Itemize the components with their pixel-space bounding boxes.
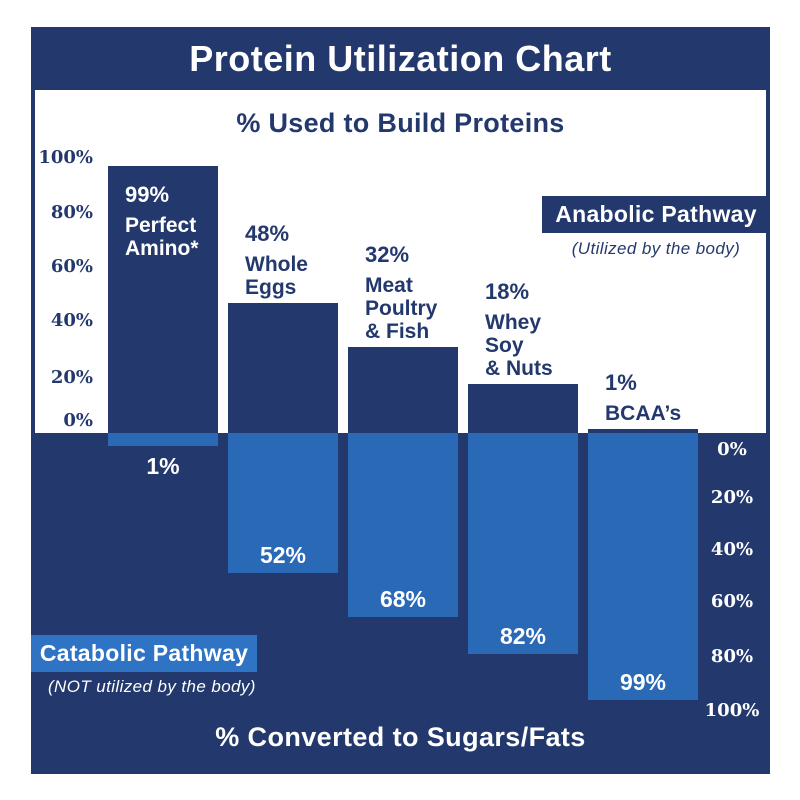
chart-title: Protein Utilization Chart — [189, 37, 612, 79]
category-label: Amino* — [125, 237, 199, 260]
build-percent-value: 99% — [125, 182, 170, 207]
frame-left-border — [31, 90, 35, 433]
category-label: Meat — [365, 274, 413, 297]
anabolic-bar-label: 48% Whole Eggs — [245, 221, 308, 300]
category-label: Poultry — [365, 297, 438, 320]
category-label: Perfect — [125, 214, 197, 237]
right-axis-tick: 40% — [710, 539, 754, 560]
catabolic-section: Catabolic Pathway (NOT utilized by the b… — [31, 433, 770, 774]
left-axis-tick: 60% — [50, 256, 93, 277]
category-label: Whole — [245, 253, 308, 276]
catabolic-pathway-subtitle: (NOT utilized by the body) — [48, 677, 256, 696]
catabolic-bar — [228, 433, 338, 573]
category-label: Eggs — [245, 276, 297, 299]
left-axis-tick: 40% — [50, 310, 93, 331]
build-percent-value: 32% — [365, 242, 410, 267]
anabolic-bar-label: 18% Whey Soy & Nuts — [485, 279, 553, 381]
right-axis-tick: 80% — [710, 646, 754, 667]
catabolic-percent-value: 82% — [499, 623, 547, 649]
category-label: & Nuts — [485, 357, 553, 380]
anabolic-bar-label: 32% Meat Poultry & Fish — [365, 242, 438, 344]
right-axis-tick: 100% — [704, 700, 760, 721]
build-percent-value: 18% — [485, 279, 530, 304]
bottom-axis-title: % Converted to Sugars/Fats — [215, 722, 586, 752]
anabolic-bar — [588, 429, 698, 433]
catabolic-percent-value: 99% — [619, 669, 667, 695]
build-percent-value: 1% — [605, 370, 637, 395]
anabolic-section: % Used to Build Proteins Anabolic Pathwa… — [31, 90, 770, 433]
chart-title-bar: Protein Utilization Chart — [31, 27, 770, 90]
right-axis-tick: 0% — [717, 439, 747, 460]
anabolic-pathway-subtitle: (Utilized by the body) — [571, 239, 741, 258]
catabolic-bar — [348, 433, 458, 617]
catabolic-bar — [468, 433, 578, 654]
category-label: Soy — [485, 334, 524, 357]
left-axis-tick: 20% — [50, 367, 93, 388]
left-axis-tick: 0% — [63, 410, 93, 431]
catabolic-bar — [108, 433, 218, 446]
anabolic-bar — [108, 166, 218, 433]
left-axis-tick: 80% — [50, 202, 93, 223]
right-axis-tick: 60% — [710, 591, 754, 612]
catabolic-percent-value: 1% — [146, 453, 180, 479]
anabolic-bar-label: 1% BCAA’s — [605, 370, 682, 426]
anabolic-bar-label: 99% Perfect Amino* — [125, 182, 199, 261]
build-percent-value: 48% — [245, 221, 290, 246]
category-label: Whey — [485, 311, 542, 334]
catabolic-pathway-badge: Catabolic Pathway — [31, 635, 257, 672]
anabolic-pathway-badge: Anabolic Pathway — [542, 196, 770, 233]
anabolic-bar — [348, 347, 458, 433]
chart-frame: Protein Utilization Chart % Used to Buil… — [31, 27, 770, 774]
right-axis-tick: 20% — [710, 487, 754, 508]
frame-right-border — [766, 90, 770, 433]
catabolic-percent-value: 52% — [259, 542, 307, 568]
top-axis-title: % Used to Build Proteins — [236, 108, 565, 138]
anabolic-pathway-label: Anabolic Pathway — [555, 201, 757, 227]
anabolic-bar — [468, 384, 578, 433]
category-label: BCAA’s — [605, 402, 682, 425]
left-axis-tick: 100% — [38, 147, 93, 168]
catabolic-pathway-label: Catabolic Pathway — [39, 640, 249, 666]
category-label: & Fish — [365, 320, 430, 343]
catabolic-percent-value: 68% — [379, 586, 427, 612]
catabolic-bar — [588, 433, 698, 700]
anabolic-bar — [228, 303, 338, 433]
